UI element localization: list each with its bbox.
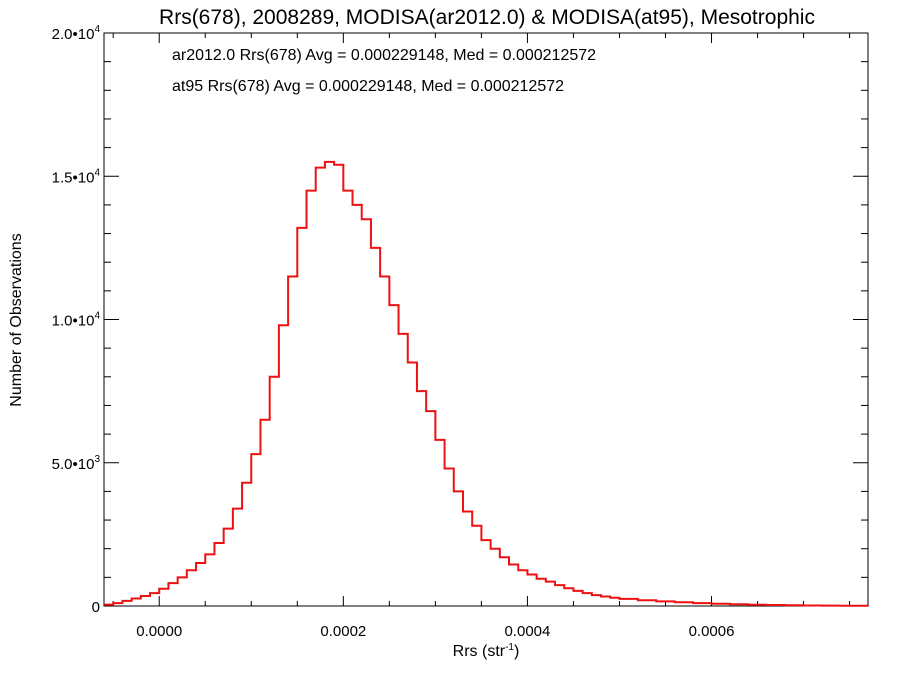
y-tick-label: 0: [92, 599, 100, 616]
x-axis-ticks: 0.0000 0.0002 0.0004 0.0006: [112, 33, 851, 640]
y-tick-label-mantissa: 1.0•10: [52, 313, 95, 330]
x-tick-label: 0.0000: [136, 623, 182, 640]
y-tick-label: 5.0•103: [52, 454, 101, 473]
x-axis-label-suffix: ): [514, 643, 519, 660]
x-tick-label: 0.0004: [504, 623, 550, 640]
series-line-0: [104, 160, 869, 607]
legend-entry-ar2012: ar2012.0 Rrs(678) Avg = 0.000229148, Med…: [172, 47, 596, 64]
x-axis-label: Rrs (str-1): [453, 642, 520, 660]
y-tick-label-mantissa: 0: [92, 599, 100, 616]
y-axis-label: Number of Observations: [8, 233, 25, 406]
y-tick-label: 1.0•104: [52, 311, 101, 330]
legend-entry-at95: at95 Rrs(678) Avg = 0.000229148, Med = 0…: [172, 78, 564, 95]
x-tick-label: 0.0002: [320, 623, 366, 640]
chart-title: Rrs(678), 2008289, MODISA(ar2012.0) & MO…: [159, 6, 815, 29]
y-tick-label: 1.5•104: [52, 167, 101, 186]
plot-frame: [103, 32, 869, 607]
x-tick-label: 0.0006: [689, 623, 735, 640]
series-layer: [104, 160, 869, 607]
y-tick-label-exponent: 4: [94, 24, 100, 35]
x-axis-label-text: Rrs (str: [453, 643, 506, 660]
y-tick-label-mantissa: 2.0•10: [52, 26, 95, 43]
x-axis-label-superscript: -1: [505, 642, 514, 653]
y-tick-label-exponent: 4: [94, 167, 100, 178]
y-tick-label-exponent: 3: [94, 454, 100, 465]
y-tick-label-mantissa: 5.0•10: [52, 456, 95, 473]
y-tick-label-mantissa: 1.5•10: [52, 169, 95, 186]
y-tick-label: 2.0•104: [52, 24, 101, 43]
y-tick-label-exponent: 4: [94, 311, 100, 322]
